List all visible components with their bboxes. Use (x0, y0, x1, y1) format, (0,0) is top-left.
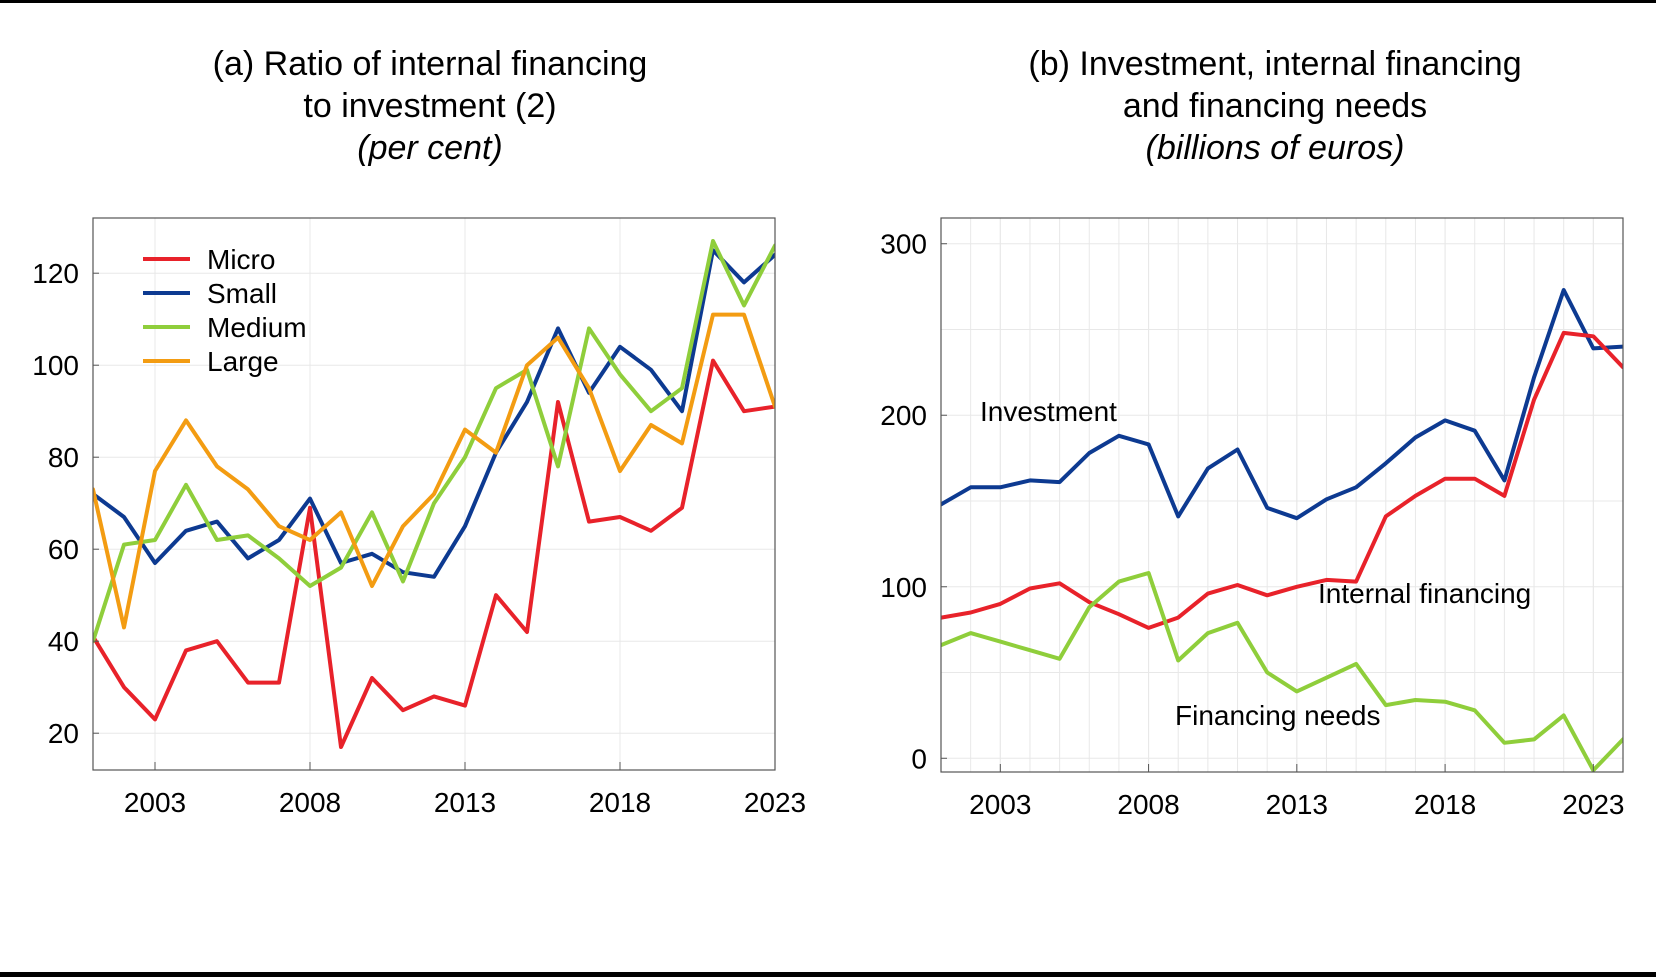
panel-b-xtick-label: 2008 (1117, 789, 1179, 820)
panel-a-xtick-label: 2003 (124, 787, 186, 818)
panel-a-subtitle: (per cent) (357, 129, 503, 167)
panel-b-xtick-label: 2018 (1414, 789, 1476, 820)
panel-b-title: (b) Investment, internal financing (1028, 45, 1521, 83)
annotation-investment: Investment (980, 396, 1117, 427)
panel-a-title: (a) Ratio of internal financing (213, 45, 648, 83)
legend-label-large: Large (207, 346, 279, 377)
panel-b-chart: 0 100 200 300 2003 2008 2013 2018 2023 Investme… (880, 217, 1624, 820)
legend-label-medium: Medium (207, 312, 307, 343)
panel-b-grid (940, 218, 1624, 772)
panel-a-series-medium (93, 239, 775, 644)
panel-a-ytick-label: 60 (48, 534, 79, 565)
panel-a-ytick-label: 120 (32, 258, 79, 289)
panel-b-xtick-label: 2023 (1562, 789, 1624, 820)
panel-a-chart: 20 40 60 80 100 120 2003 2008 2013 2018 2023 Micr… (32, 217, 806, 818)
panel-a-series-large (93, 312, 775, 630)
panel-a-xtick-label: 2023 (744, 787, 806, 818)
panel-b-series (941, 288, 1623, 772)
legend-label-small: Small (207, 278, 277, 309)
annotation-internal-financing: Internal financing (1318, 578, 1531, 609)
panel-b-xtick-label: 2003 (969, 789, 1031, 820)
panel-a-ytick-label: 40 (48, 626, 79, 657)
panel-a-xtick-label: 2008 (279, 787, 341, 818)
panel-b-xtick-label: 2013 (1266, 789, 1328, 820)
panel-b-ytick-label: 100 (880, 572, 927, 603)
panel-a-xtick-label: 2013 (434, 787, 496, 818)
panel-b-subtitle: (billions of euros) (1146, 129, 1405, 167)
panel-b-series-internal-financing (941, 330, 1623, 630)
panel-a-ytick-label: 20 (48, 718, 79, 749)
panel-b-x-axis: 2003 2008 2013 2018 2023 (969, 764, 1624, 820)
legend-label-micro: Micro (207, 244, 275, 275)
panel-a-y-axis: 20 40 60 80 100 120 (32, 258, 99, 749)
panel-b-series-financing-needs (941, 571, 1623, 772)
panel-a-title-line2: to investment (2) (303, 87, 556, 125)
panel-b-title-line2: and financing needs (1123, 87, 1427, 125)
panel-a-series-small (93, 248, 775, 579)
panel-a-series-micro (93, 358, 775, 749)
panel-a-frame (92, 217, 776, 771)
panel-a-x-axis: 2003 2008 2013 2018 2023 (124, 762, 806, 818)
panel-a-xtick-label: 2018 (589, 787, 651, 818)
panel-a-ytick-label: 80 (48, 442, 79, 473)
panel-a-ytick-label: 100 (32, 350, 79, 381)
panel-b-ytick-label: 200 (880, 400, 927, 431)
panel-b-series-investment (941, 288, 1623, 521)
panel-a-series (93, 239, 775, 749)
panel-b-frame (940, 217, 1624, 773)
panel-b-ytick-label: 0 (911, 743, 927, 774)
panel-b-y-axis: 0 100 200 300 (880, 229, 947, 774)
annotation-financing-needs: Financing needs (1175, 700, 1380, 731)
panel-b-ytick-label: 300 (880, 229, 927, 260)
